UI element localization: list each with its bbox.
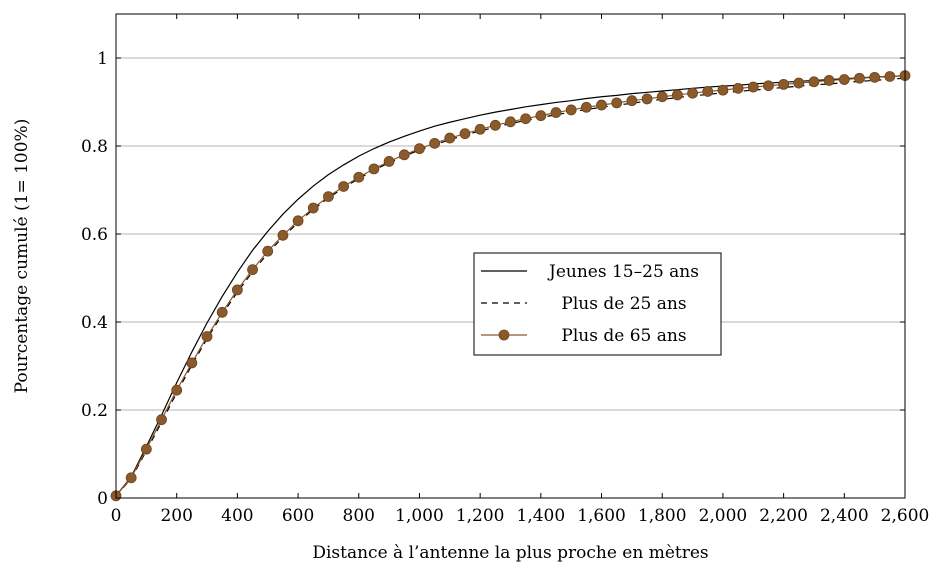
series-markers [110,70,911,502]
x-tick-label: 2,600 [881,506,930,526]
x-tick-label: 1,800 [638,506,687,526]
series-point [717,84,729,96]
series-point [216,306,228,318]
series-point [383,155,395,167]
series-point [459,128,471,140]
series-point [702,86,714,97]
y-tick-label: 1 [97,49,108,69]
series-point [763,80,774,92]
axis-ticks: 0 0.2 0.4 0.6 0.8 1 0 200 400 600 800 1,000 1,200 1,4… [81,14,929,526]
legend: Jeunes 15–25 ans Plus de 25 ans Plus de 65… [473,252,722,356]
series-point [854,72,865,84]
series-point [368,163,380,175]
series-point [489,119,501,131]
y-tick-label: 0.4 [81,313,108,333]
series-point [444,132,456,144]
series-line-1 [115,77,906,497]
series-point [505,116,516,128]
series-point [429,137,441,149]
series-point [565,104,577,116]
series-point [747,81,759,93]
plot-area-frame [115,13,906,499]
legend-label: Plus de 65 ans [561,326,686,346]
series-point [823,75,835,86]
series-point [353,171,365,183]
series-point [338,181,349,192]
legend-box [473,252,722,356]
series-point [838,74,850,85]
series-point [398,149,410,161]
series-point [186,357,198,369]
series-point [474,123,486,135]
y-axis-title: Pourcentage cumulé (1= 100%) [12,119,32,394]
legend-label: Plus de 25 ans [561,294,686,314]
x-tick-label: 600 [282,506,314,526]
series-point [611,97,623,109]
series-point [778,79,790,90]
series-point [793,77,805,89]
series-point [884,71,896,82]
series-point [414,143,425,155]
series-point [140,443,152,455]
series-point [125,472,137,484]
x-tick-label: 200 [160,506,192,526]
series-point [323,191,334,203]
x-tick-label: 2,000 [699,506,748,526]
series-point [231,284,243,296]
series-point [307,202,319,214]
x-tick-label: 1,200 [456,506,505,526]
x-tick-label: 0 [111,506,122,526]
x-axis-title: Distance à l’antenne la plus proche en m… [312,543,708,563]
x-tick-label: 2,400 [820,506,869,526]
series-point [201,331,213,342]
series-point [672,89,683,101]
series-point [626,95,638,107]
series-point [641,93,653,105]
x-tick-label: 1,400 [517,506,566,526]
series-point [656,91,668,103]
series-point [596,99,607,111]
series-point [580,101,592,113]
series-point [156,414,167,426]
series-point [277,229,289,241]
series-point [247,264,258,276]
x-tick-label: 800 [343,506,375,526]
legend-marker [498,329,510,341]
series-point [732,82,744,94]
y-tick-label: 0.6 [81,225,108,245]
series-line-0 [115,75,906,497]
series-point [520,113,532,125]
series-point [687,87,698,99]
series-point [550,107,562,118]
x-tick-label: 400 [221,506,253,526]
series-point [171,384,183,396]
series-point [869,71,881,83]
x-tick-label: 2,200 [759,506,808,526]
legend-label: Jeunes 15–25 ans [547,262,699,282]
y-tick-label: 0.8 [81,137,108,157]
y-tick-label: 0 [97,489,108,509]
series-point [535,110,547,122]
x-tick-label: 1,000 [395,506,444,526]
y-tick-label: 0.2 [81,401,108,421]
series-point [262,245,274,257]
series-point [808,76,820,88]
series-point [292,215,304,227]
x-tick-label: 1,600 [577,506,626,526]
